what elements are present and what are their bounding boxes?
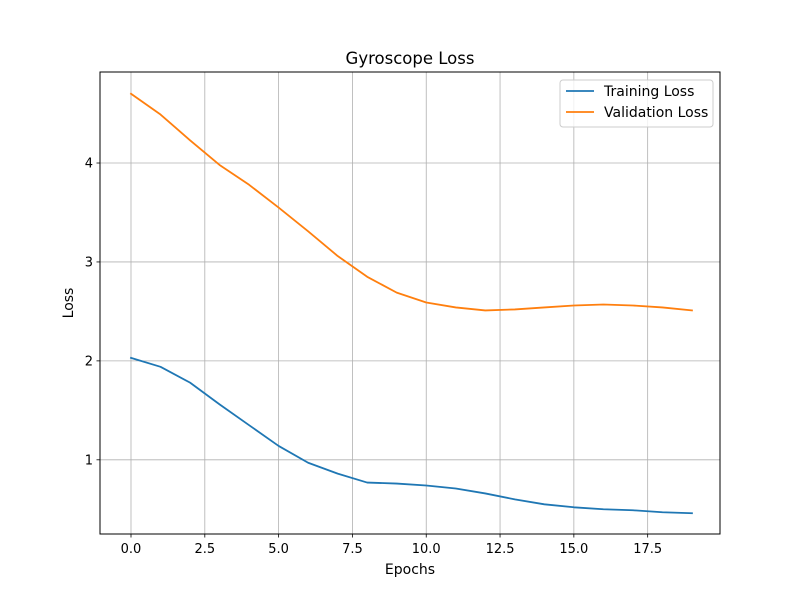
y-axis-ticks: 1 2 3 4 [85,157,100,468]
plot-frame [99,71,721,535]
x-tick-label: 17.5 [633,542,662,557]
plot-area [100,72,720,534]
grid-lines [100,72,720,534]
y-tick-label: 4 [85,157,93,172]
x-tick-label: 2.5 [194,542,215,557]
x-tick-label: 15.0 [559,542,588,557]
legend-label-1: Validation Loss [604,105,708,121]
legend: Training Loss Validation Loss [559,79,714,128]
x-tick-label: 12.5 [486,542,515,557]
x-axis-ticks: 0.0 2.5 5.0 7.5 10.0 12.5 15.0 17.5 [121,534,662,557]
y-axis-label: Loss [61,288,77,319]
x-tick-label: 0.0 [121,542,142,557]
chart-title: Gyroscope Loss [346,49,475,68]
legend-box [559,79,714,128]
x-axis-label: Epochs [385,562,435,578]
y-tick-label: 2 [85,354,93,369]
x-tick-label: 5.0 [268,542,289,557]
y-tick-label: 1 [85,453,93,468]
y-tick-label: 3 [85,255,93,270]
legend-label-0: Training Loss [603,84,694,100]
x-tick-label: 10.0 [412,542,441,557]
x-tick-label: 7.5 [342,542,363,557]
series-line-0 [129,356,693,515]
series-line-1 [129,92,693,312]
series-lines [129,92,693,515]
